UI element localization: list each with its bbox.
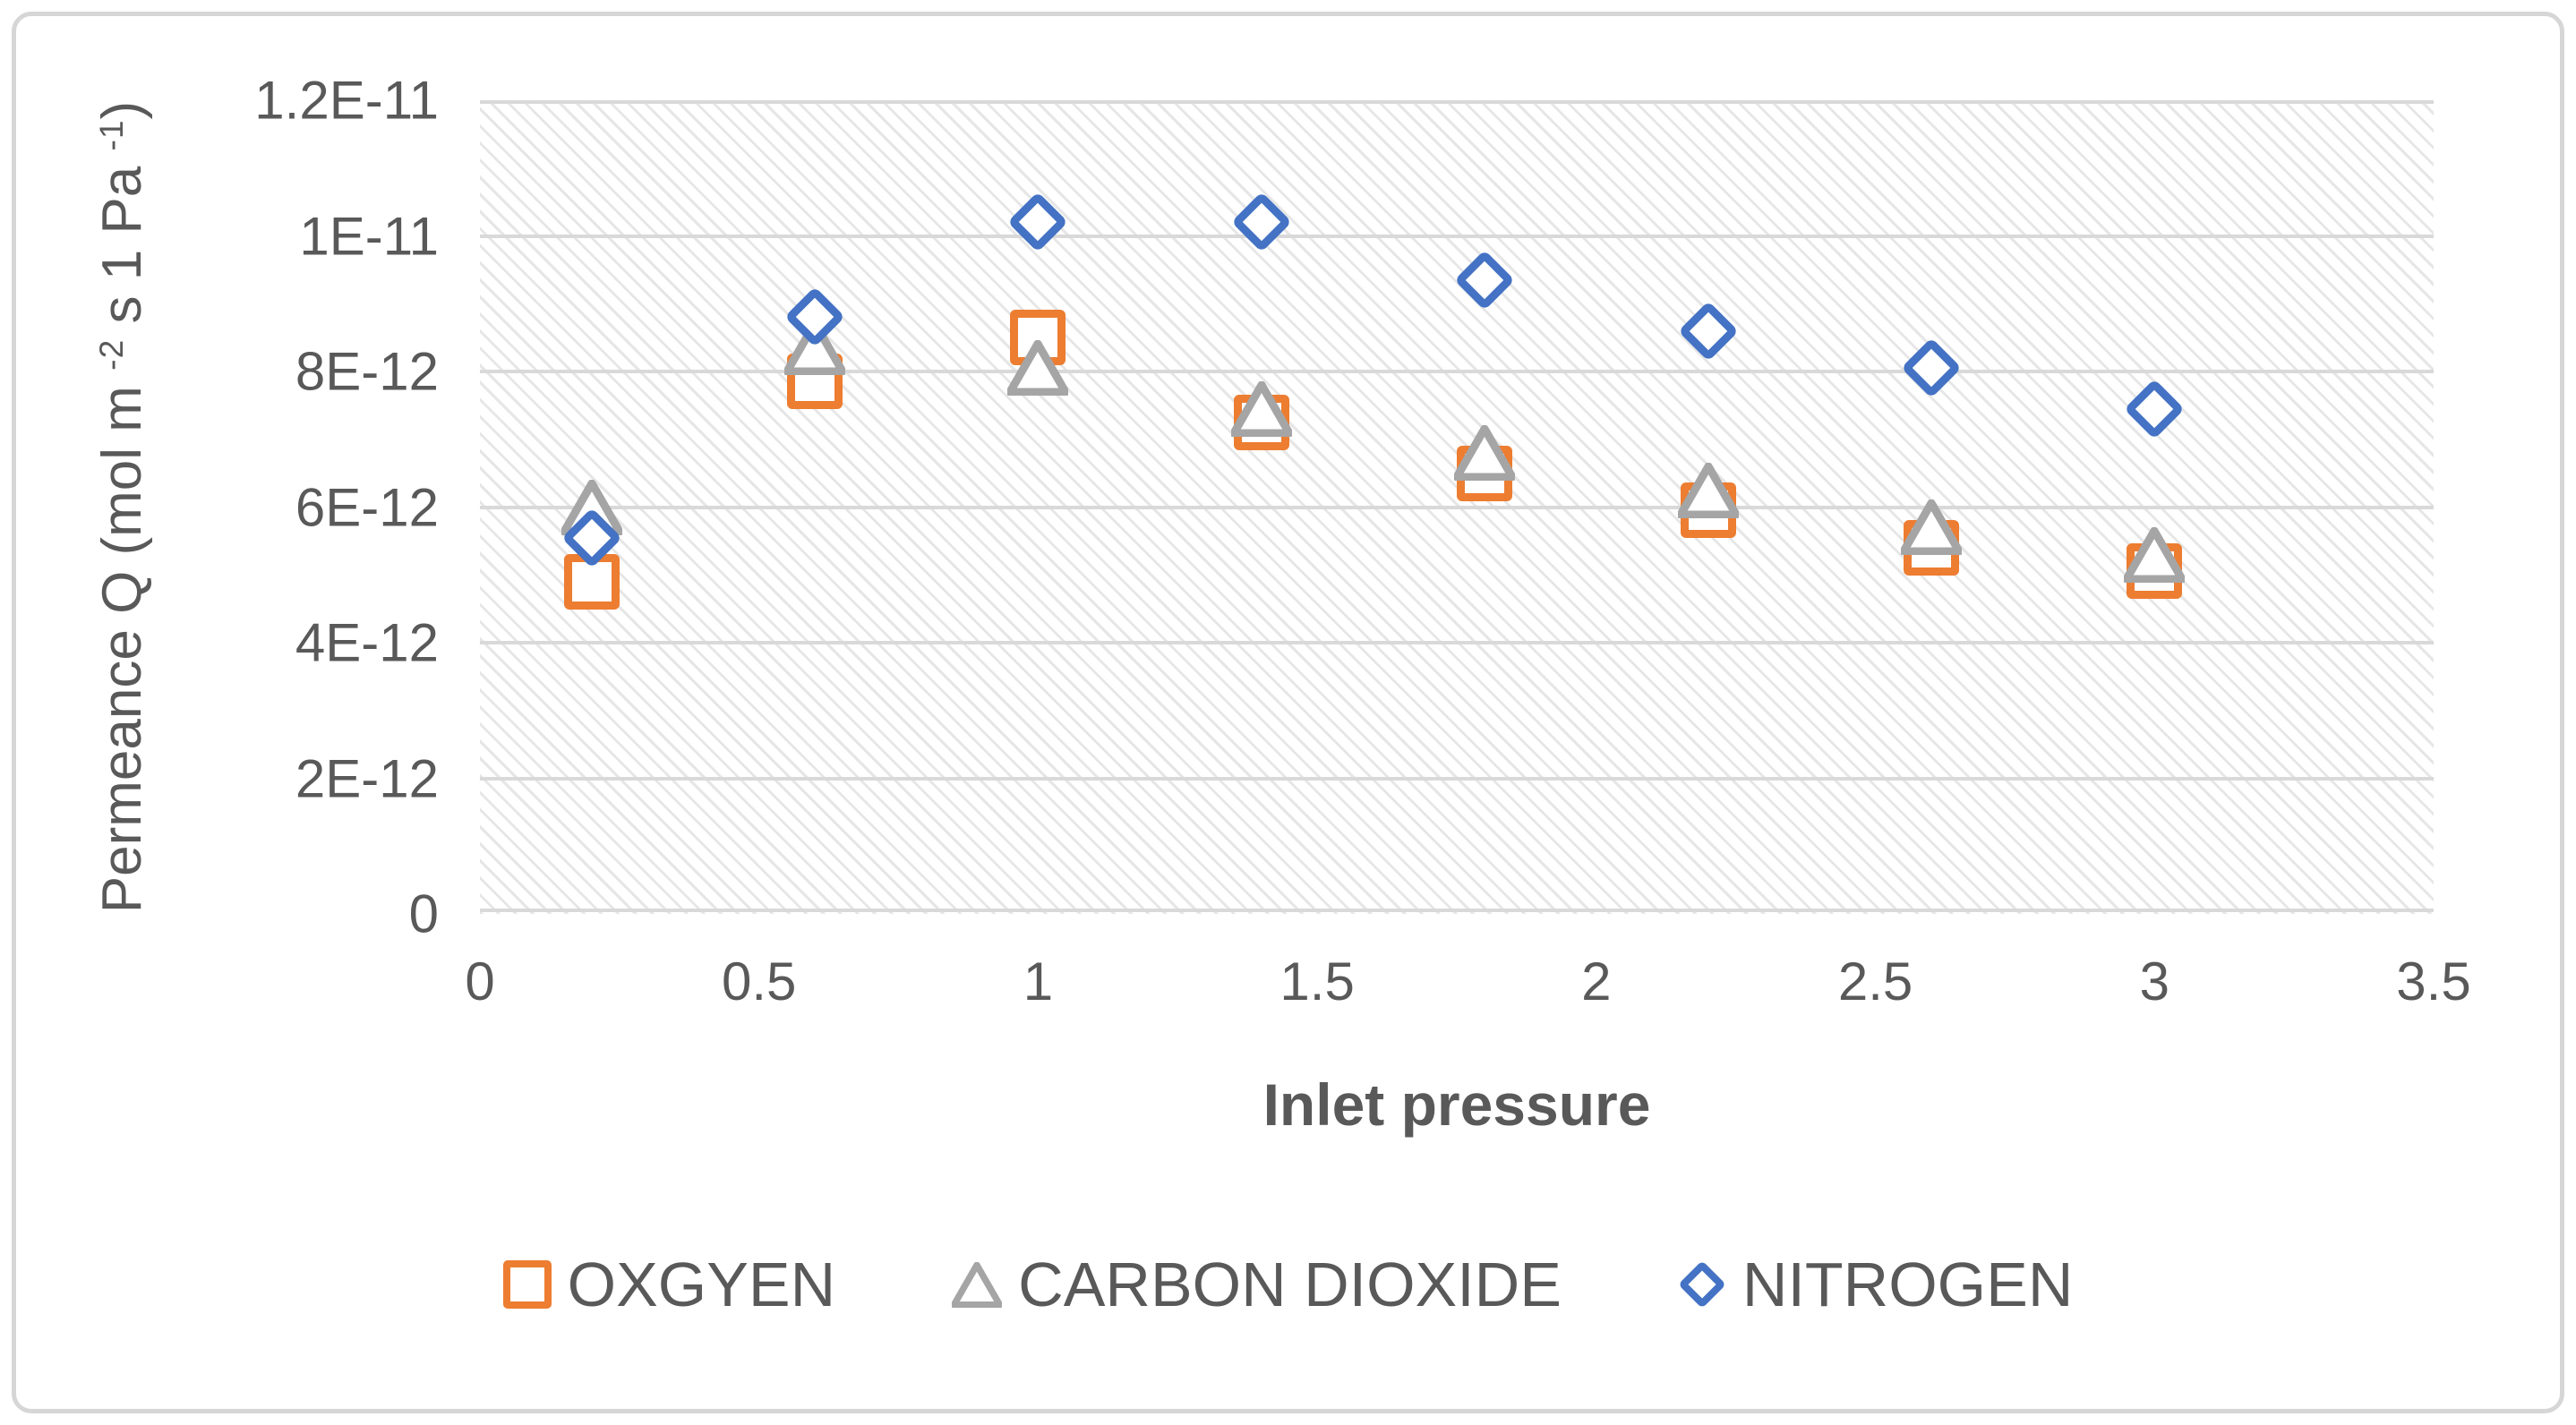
diamond-marker-icon <box>561 507 622 568</box>
square-marker-icon <box>563 553 620 610</box>
gridline <box>480 641 2434 644</box>
legend-item-oxgyen: OXGYEN <box>502 1249 836 1320</box>
gridline <box>480 100 2434 104</box>
x-axis-title: Inlet pressure <box>1262 1071 1651 1138</box>
legend-item-nitrogen: NITROGEN <box>1678 1249 2073 1320</box>
x-tick-label: 3 <box>2139 951 2169 1011</box>
gridline <box>480 777 2434 781</box>
data-point-nitrogen <box>1454 249 1516 311</box>
triangle-marker-icon <box>1677 462 1739 518</box>
y-tick-label: 8E-12 <box>295 341 439 402</box>
x-tick-label: 2 <box>1581 951 1612 1011</box>
y-tick-label: 2E-12 <box>295 748 439 808</box>
diamond-marker-icon <box>1007 192 1069 253</box>
x-tick-label: 0.5 <box>721 951 797 1011</box>
diamond-marker-icon <box>1678 1260 1726 1309</box>
gridline <box>480 909 2434 912</box>
y-axis-title-superscript: -2 <box>92 338 131 371</box>
gridline <box>480 506 2434 509</box>
triangle-marker-icon <box>2124 526 2186 583</box>
data-point-nitrogen <box>1230 192 1292 253</box>
x-tick-label: 3.5 <box>2396 951 2471 1011</box>
triangle-marker-icon <box>784 320 846 376</box>
data-point-carbon-dioxide <box>784 320 846 376</box>
gridline <box>480 235 2434 238</box>
triangle-marker-icon <box>1454 424 1516 481</box>
y-axis-tick-labels: 1.2E-11 1E-11 8E-12 6E-12 4E-12 2E-12 0 <box>134 71 439 944</box>
legend-item-carbon-dioxide: CARBON DIOXIDE <box>952 1249 1562 1320</box>
data-point-oxgyen <box>563 553 620 610</box>
diamond-marker-icon <box>1677 300 1739 362</box>
triangle-marker-icon <box>1230 380 1292 437</box>
gridline <box>480 370 2434 373</box>
legend: OXGYEN CARBON DIOXIDE NITROGEN <box>0 1246 2576 1323</box>
x-tick-label: 1.5 <box>1279 951 1355 1011</box>
data-point-carbon-dioxide <box>2124 526 2186 583</box>
data-point-nitrogen <box>1900 337 1962 399</box>
data-point-nitrogen <box>1677 300 1739 362</box>
y-tick-label: 6E-12 <box>295 477 439 537</box>
y-tick-label: 0 <box>408 883 439 944</box>
legend-label: NITROGEN <box>1742 1250 2074 1319</box>
x-axis-tick-labels: 0 0.5 1 1.5 2 2.5 3 3.5 <box>0 951 2576 1013</box>
data-point-carbon-dioxide <box>1900 499 1962 556</box>
diamond-marker-icon <box>1230 192 1292 253</box>
triangle-marker-icon <box>1900 499 1962 556</box>
data-point-nitrogen <box>1007 192 1069 253</box>
data-point-carbon-dioxide <box>1677 462 1739 518</box>
diamond-marker-icon <box>2124 378 2186 439</box>
legend-label: CARBON DIOXIDE <box>1018 1250 1562 1319</box>
x-tick-label: 0 <box>465 951 495 1011</box>
data-point-carbon-dioxide <box>1007 340 1069 397</box>
y-axis-title-superscript: -1 <box>92 119 131 151</box>
triangle-marker-icon <box>1007 340 1069 397</box>
data-point-nitrogen <box>2124 378 2186 439</box>
diamond-marker-icon <box>1454 249 1516 311</box>
data-point-nitrogen <box>784 286 845 348</box>
data-point-carbon-dioxide <box>1454 424 1516 481</box>
diamond-marker-icon <box>784 286 845 348</box>
data-point-nitrogen <box>561 507 622 568</box>
diamond-marker-icon <box>1900 337 1962 399</box>
square-marker-icon <box>502 1260 552 1309</box>
y-tick-label: 1E-11 <box>299 206 439 266</box>
triangle-marker-icon <box>952 1261 1003 1308</box>
plot-area <box>480 100 2434 914</box>
y-tick-label: 4E-12 <box>295 612 439 673</box>
y-tick-label: 1.2E-11 <box>254 70 439 131</box>
x-tick-label: 2.5 <box>1837 951 1913 1011</box>
legend-label: OXGYEN <box>567 1250 836 1319</box>
x-tick-label: 1 <box>1023 951 1054 1011</box>
data-point-carbon-dioxide <box>1230 380 1292 437</box>
